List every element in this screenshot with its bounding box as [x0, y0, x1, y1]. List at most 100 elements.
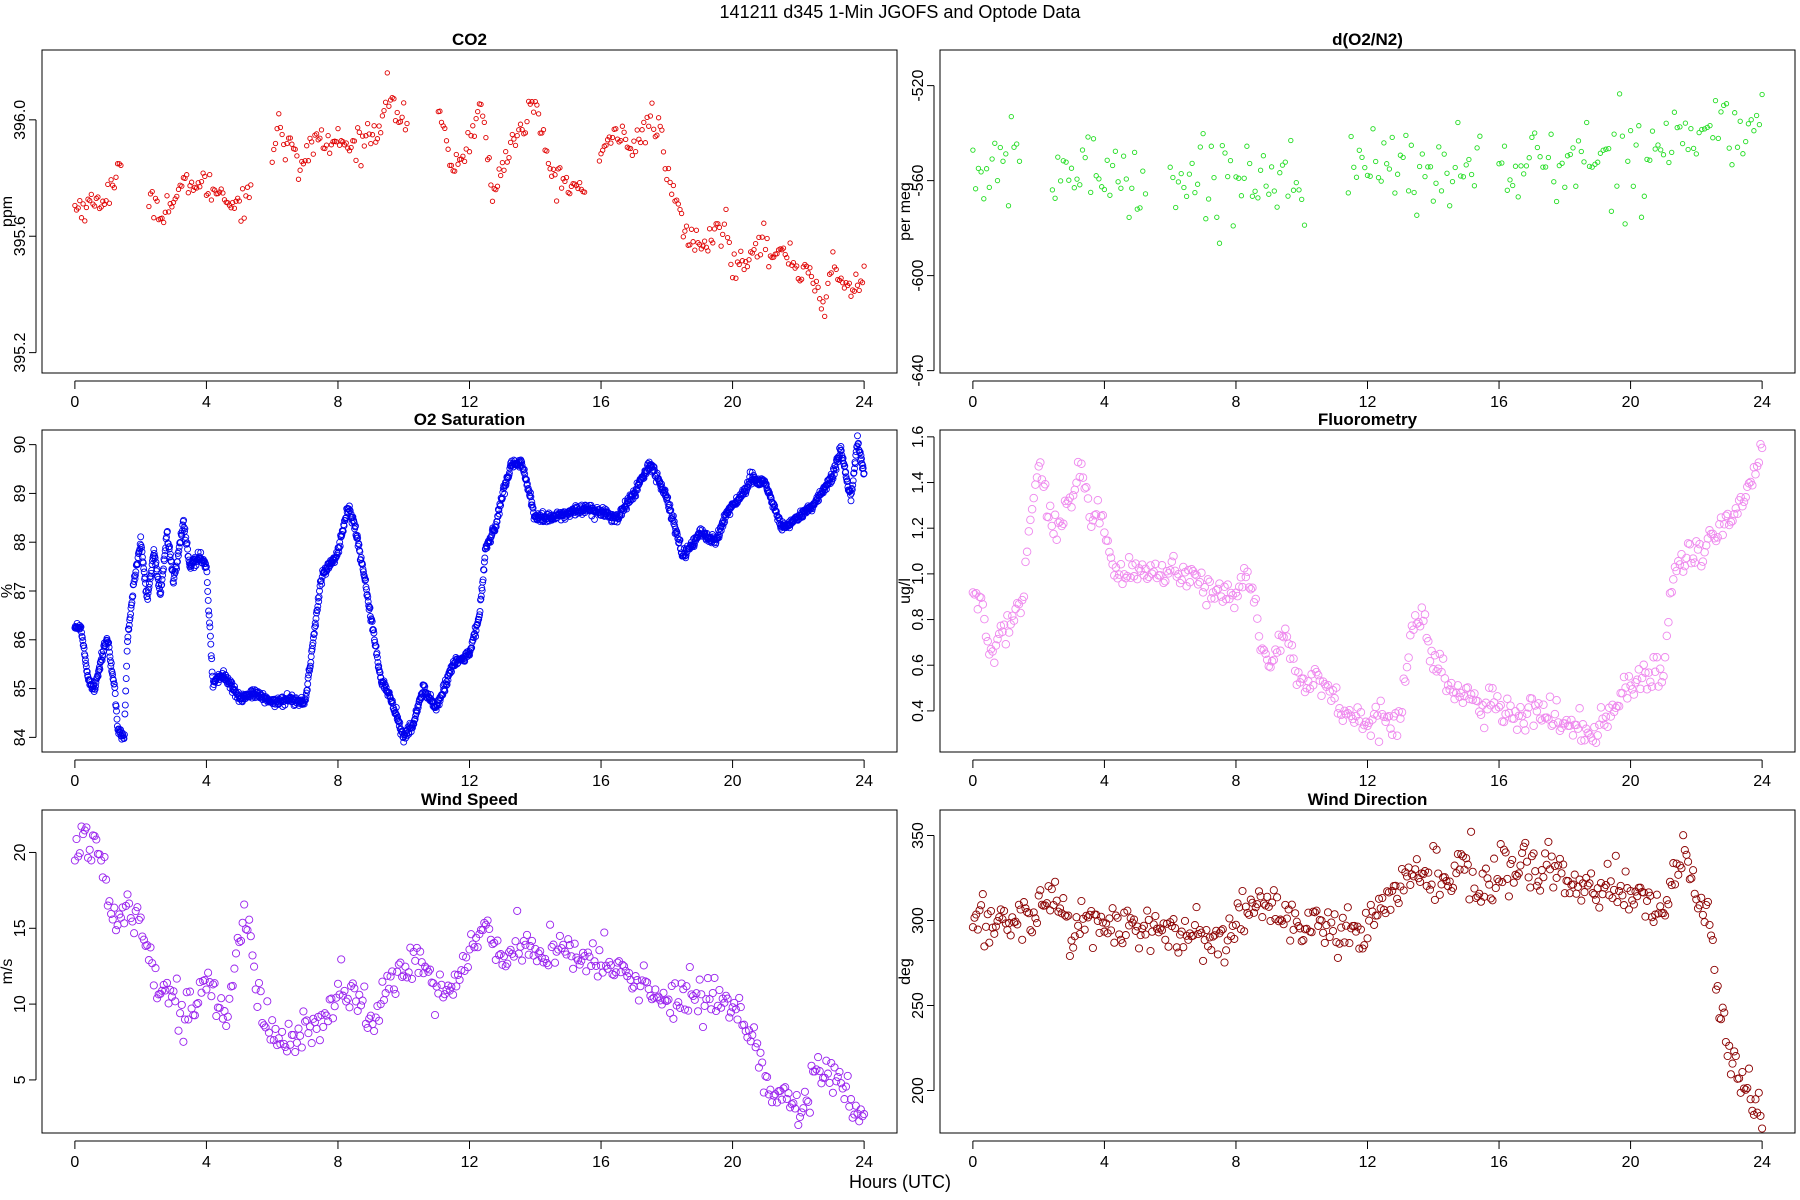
data-point: [1542, 713, 1551, 722]
data-point: [113, 174, 119, 180]
x-tick-label: 8: [334, 394, 343, 411]
y-tick-label: 250: [910, 992, 927, 1019]
data-point: [1690, 558, 1699, 567]
data-point: [1659, 909, 1668, 918]
data-point: [1291, 909, 1300, 918]
data-point: [1716, 1015, 1726, 1024]
data-point: [665, 165, 672, 172]
data-point: [1300, 687, 1310, 697]
data-point: [680, 234, 686, 240]
data-point: [200, 975, 209, 985]
data-point: [1564, 153, 1571, 159]
data-point: [1660, 152, 1667, 158]
data-point: [358, 163, 364, 169]
data-point: [1297, 937, 1306, 946]
data-point: [246, 932, 255, 941]
data-point: [761, 220, 767, 226]
data-point: [841, 285, 848, 291]
data-point: [82, 218, 88, 224]
data-point: [1065, 951, 1074, 961]
data-point: [1230, 934, 1239, 943]
data-point: [1601, 880, 1610, 890]
data-point: [659, 988, 668, 997]
data-point: [756, 234, 762, 241]
data-point: [1584, 119, 1590, 126]
data-point: [1156, 571, 1165, 580]
data-point: [1458, 173, 1464, 179]
data-point: [1412, 855, 1421, 864]
data-point: [1003, 151, 1009, 157]
data-point: [1568, 880, 1578, 889]
data-point: [1603, 722, 1612, 732]
data-point: [1438, 654, 1448, 663]
data-point: [1362, 164, 1368, 171]
data-point: [1110, 938, 1119, 947]
data-point: [1381, 140, 1387, 146]
data-point: [1366, 731, 1376, 740]
y-tick-label: 1.4: [910, 471, 927, 493]
data-point: [1741, 1085, 1750, 1094]
data-point: [639, 127, 645, 133]
data-point: [110, 676, 117, 684]
data-point: [1715, 135, 1721, 142]
data-point: [1435, 890, 1444, 899]
data-point: [1219, 142, 1225, 149]
data-point: [1093, 173, 1099, 179]
data-point: [1646, 891, 1655, 900]
data-point: [598, 968, 607, 977]
data-point: [351, 138, 358, 144]
data-point: [120, 919, 129, 928]
data-point: [1249, 193, 1256, 199]
data-point: [655, 115, 662, 121]
data-point: [613, 958, 622, 967]
data-point: [1593, 884, 1602, 893]
data-point: [775, 514, 783, 522]
data-point: [1631, 678, 1640, 687]
data-point: [359, 133, 366, 139]
data-point: [1506, 701, 1515, 710]
data-point: [317, 577, 325, 585]
data-point: [826, 271, 833, 277]
data-point: [479, 578, 487, 586]
data-point: [253, 1002, 262, 1011]
data-point: [627, 145, 634, 152]
data-point: [1378, 893, 1387, 903]
data-point: [1064, 911, 1073, 920]
data-point: [815, 1067, 824, 1076]
data-point: [380, 677, 388, 685]
data-point: [1672, 566, 1681, 576]
data-point: [628, 984, 637, 993]
data-point: [729, 274, 736, 281]
data-point: [1406, 630, 1415, 640]
data-point: [1181, 184, 1187, 191]
data-point: [91, 685, 99, 693]
data-point: [356, 1001, 366, 1010]
data-point: [1425, 885, 1435, 894]
data-point: [1210, 931, 1219, 940]
data-point: [1202, 600, 1211, 610]
data-point: [324, 1017, 333, 1026]
data-point: [476, 611, 484, 619]
data-point: [637, 139, 644, 146]
y-axis: -640-600-560-520: [910, 70, 935, 387]
data-point: [1092, 910, 1101, 919]
data-point: [447, 982, 456, 991]
data-point: [1652, 890, 1661, 899]
data-point: [271, 146, 277, 153]
data-point: [1698, 557, 1708, 566]
data-point: [103, 198, 109, 204]
data-point: [706, 226, 713, 232]
data-point: [1557, 869, 1566, 878]
data-point: [644, 984, 653, 994]
data-point: [790, 259, 797, 266]
data-point: [1700, 918, 1709, 927]
data-point: [595, 946, 604, 955]
data-point: [1057, 521, 1066, 531]
data-point: [79, 830, 88, 839]
data-point: [1619, 672, 1629, 682]
data-point: [1143, 906, 1152, 915]
data-point: [1373, 158, 1379, 165]
data-point: [392, 703, 400, 711]
data-point: [1343, 903, 1352, 912]
data-point: [1345, 939, 1354, 948]
